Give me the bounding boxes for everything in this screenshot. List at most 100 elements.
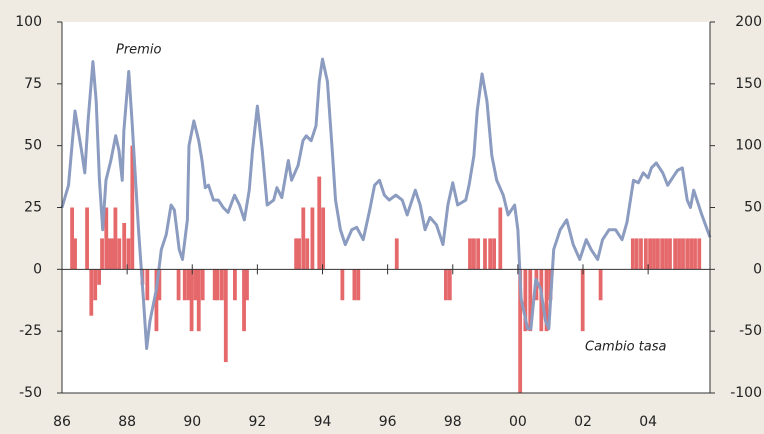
y2-tick-label: 100 — [735, 138, 762, 154]
bar — [212, 269, 217, 301]
bar — [580, 269, 585, 332]
y2-tick-label: -100 — [730, 385, 762, 401]
bar — [476, 238, 481, 270]
y-tick-label: 25 — [24, 200, 42, 216]
x-tick-label: 86 — [53, 414, 71, 430]
bar — [643, 238, 648, 270]
series-label: Cambio tasa — [585, 340, 666, 355]
bar — [100, 238, 104, 270]
x-tick-label: 00 — [509, 414, 527, 430]
y-tick-label: 100 — [15, 14, 42, 30]
bar — [689, 238, 694, 270]
bar — [394, 238, 399, 270]
bar — [523, 269, 528, 332]
y-tick-label: 50 — [24, 138, 42, 154]
bar — [447, 269, 452, 301]
y2-tick-label: 0 — [753, 261, 762, 277]
bar — [104, 207, 109, 270]
bar — [223, 269, 228, 363]
bar — [176, 269, 181, 301]
bar — [685, 238, 690, 270]
bar — [297, 238, 301, 270]
bar — [182, 269, 187, 301]
x-tick-label: 04 — [639, 414, 657, 430]
bar — [630, 238, 635, 270]
bar — [157, 269, 162, 301]
y2-tick-label: 200 — [735, 14, 762, 30]
bar — [660, 238, 665, 270]
bar — [97, 269, 102, 285]
bar — [130, 145, 135, 270]
bar — [189, 269, 194, 332]
bar — [154, 269, 159, 332]
y2-tick-label: 50 — [744, 200, 762, 216]
bar — [294, 238, 299, 270]
bar — [70, 207, 74, 270]
bar — [468, 238, 472, 270]
bar — [200, 269, 205, 301]
bar — [492, 238, 497, 270]
bar — [668, 238, 672, 270]
bar — [655, 238, 660, 270]
y-tick-label: -25 — [19, 323, 42, 339]
bar — [122, 222, 127, 270]
bar — [301, 207, 306, 270]
y-tick-label: 75 — [24, 76, 42, 92]
bar — [126, 238, 131, 270]
x-tick-label: 92 — [248, 414, 266, 430]
bar — [196, 269, 201, 332]
bar — [639, 238, 643, 270]
bar — [356, 269, 361, 301]
bar — [85, 207, 89, 270]
x-tick-label: 90 — [183, 414, 201, 430]
bar — [219, 269, 224, 301]
y2-tick-label: -50 — [739, 323, 762, 339]
bar — [544, 269, 549, 332]
bar — [488, 238, 493, 270]
bar — [145, 269, 150, 301]
bar — [310, 207, 315, 270]
bar — [245, 269, 249, 301]
bar — [305, 238, 310, 270]
series-label: Premio — [116, 43, 161, 58]
bar — [73, 238, 77, 270]
x-tick-label: 88 — [118, 414, 136, 430]
bar — [242, 269, 246, 332]
bar — [673, 238, 678, 270]
bar — [110, 238, 115, 270]
bar — [681, 238, 685, 270]
x-tick-label: 02 — [574, 414, 592, 430]
y-tick-label: -50 — [19, 385, 42, 401]
bar — [634, 238, 639, 270]
bar — [340, 269, 345, 301]
bar — [472, 238, 476, 270]
y2-tick-label: 150 — [735, 76, 762, 92]
x-tick-label: 96 — [379, 414, 397, 430]
bar — [89, 269, 94, 316]
bar — [93, 269, 98, 301]
bar — [664, 238, 668, 270]
bar — [113, 207, 118, 270]
bar — [677, 238, 681, 270]
bar — [598, 269, 603, 301]
x-tick-label: 94 — [314, 414, 332, 430]
bar — [483, 238, 487, 270]
bar — [518, 269, 523, 393]
x-tick-label: 98 — [444, 414, 462, 430]
bar — [528, 269, 533, 332]
bar — [444, 269, 448, 301]
bar — [321, 207, 326, 270]
bar — [117, 238, 122, 270]
bar — [648, 238, 652, 270]
bar — [693, 238, 697, 270]
bar — [107, 238, 112, 270]
bar — [652, 238, 656, 270]
plot-area — [62, 22, 710, 393]
bar — [697, 238, 702, 270]
y-tick-label: 0 — [33, 261, 42, 277]
bar — [193, 269, 198, 301]
bar — [233, 269, 237, 301]
bar — [186, 269, 191, 301]
line — [60, 57, 712, 350]
